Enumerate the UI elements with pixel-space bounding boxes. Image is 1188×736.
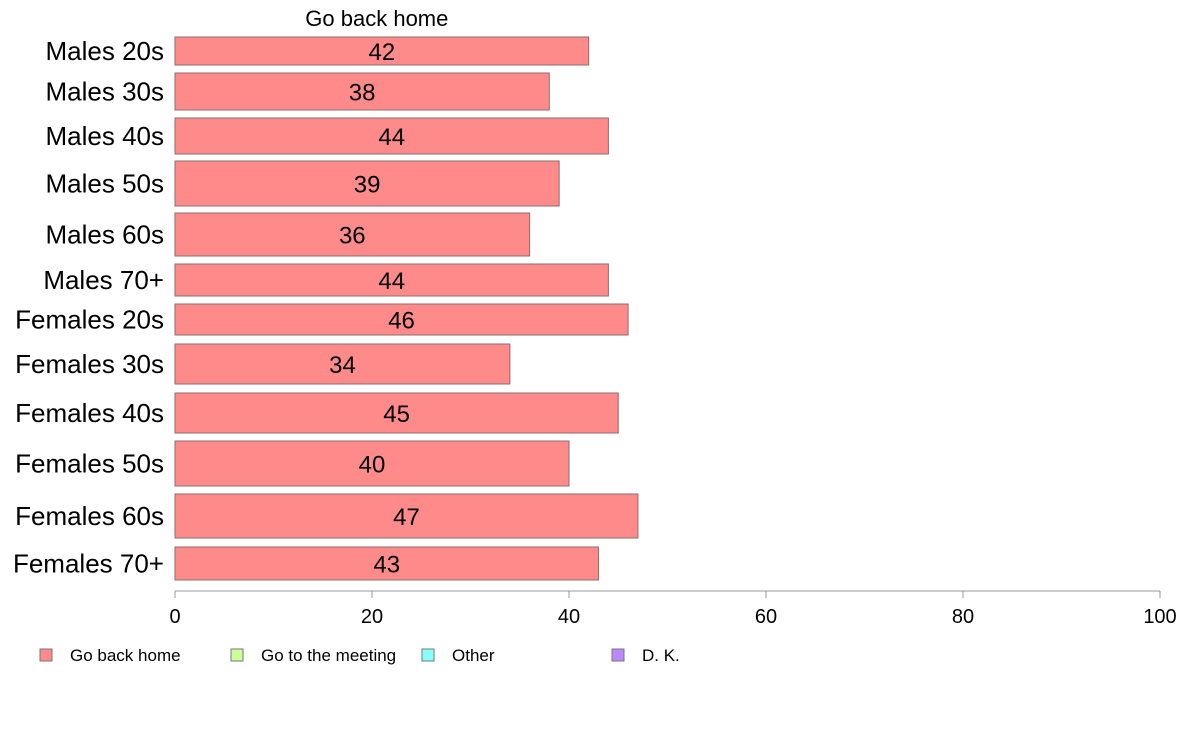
- category-label: Females 60s: [15, 501, 164, 531]
- legend: Go back home Go to the meeting Other D. K.: [39, 646, 680, 665]
- category-label: Females 50s: [15, 449, 164, 479]
- bar-1-7: [174, 303, 629, 336]
- value-label: 38: [349, 80, 376, 107]
- legend-swatch: [611, 648, 625, 662]
- x-tick-label: 40: [558, 606, 580, 628]
- category-label: Males 70+: [43, 265, 164, 295]
- value-label: 39: [354, 172, 381, 199]
- bar-1-6: [174, 263, 609, 297]
- legend-label: Go back home: [70, 646, 181, 665]
- legend-label: D. K.: [642, 646, 680, 665]
- category-labels: Males 20s Males 30s Males 40s Males 50s Male…: [13, 36, 164, 579]
- category-label: Females 20s: [15, 305, 164, 335]
- value-label: 47: [393, 504, 420, 531]
- bar-1-12: [174, 546, 600, 581]
- bar-1-4: [174, 160, 560, 207]
- bar-1-8: [174, 343, 511, 385]
- legend-label: Other: [452, 646, 495, 665]
- category-label: Males 60s: [46, 220, 165, 250]
- x-tick-label: 20: [361, 606, 383, 628]
- category-label: Males 50s: [46, 169, 165, 199]
- value-label: 40: [359, 452, 386, 479]
- bar-1-9: [174, 392, 619, 434]
- category-label: Females 40s: [15, 398, 164, 428]
- legend-swatch: [421, 648, 435, 662]
- category-label: Males 30s: [46, 77, 165, 107]
- category-label: Males 20s: [46, 36, 165, 66]
- bar-1-1: [174, 36, 590, 66]
- value-label: 42: [368, 39, 395, 66]
- series-title: Go back home: [305, 6, 448, 31]
- value-label: 34: [329, 352, 356, 379]
- bar-1-3: [174, 117, 609, 155]
- value-label: 44: [378, 268, 405, 295]
- value-label: 45: [383, 401, 410, 428]
- legend-swatch: [230, 648, 244, 662]
- category-label: Males 40s: [46, 121, 165, 151]
- bar-1-11: [174, 493, 639, 539]
- category-label: Females 70+: [13, 549, 164, 579]
- value-label: 44: [378, 124, 405, 151]
- x-tick-label: 0: [169, 606, 180, 628]
- x-axis: 0 20 40 60 80 100: [169, 590, 1177, 628]
- x-tick-label: 60: [755, 606, 777, 628]
- legend-swatch: [39, 648, 53, 662]
- category-label: Females 30s: [15, 349, 164, 379]
- value-label: 46: [388, 308, 415, 335]
- bar-1-5: [174, 212, 531, 257]
- bar-1-2: [174, 72, 550, 111]
- x-tick-label: 80: [952, 606, 974, 628]
- value-label: 36: [339, 223, 366, 250]
- x-tick-label: 100: [1143, 606, 1176, 628]
- value-label: 43: [373, 552, 400, 579]
- bar-1-10: [174, 440, 570, 487]
- legend-label: Go to the meeting: [261, 646, 396, 665]
